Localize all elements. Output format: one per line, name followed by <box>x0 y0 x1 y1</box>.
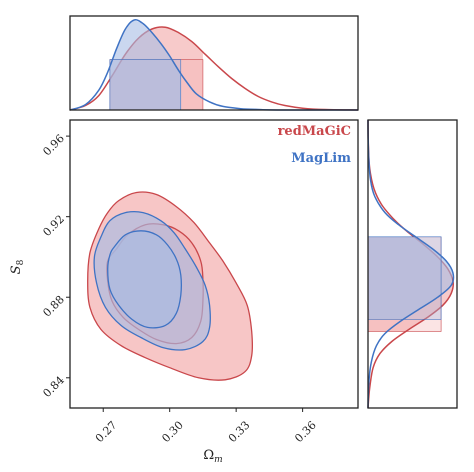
x-tick-label: 0.27 <box>93 419 120 446</box>
maglim-s8-interval <box>367 236 442 320</box>
s8-panel-frame <box>367 119 458 409</box>
x-tick-label: 0.36 <box>292 419 319 446</box>
omega-m-marginal-panel <box>69 15 359 111</box>
y-tick-label: 0.88 <box>40 293 67 320</box>
maglim-s8-curve <box>367 119 455 409</box>
x-tick-label: 0.33 <box>226 419 253 446</box>
legend-entry-redmagic: redMaGiC <box>278 124 351 139</box>
contour-panel: 0.27 0.30 0.33 0.36 0.84 0.88 0.92 0.96 <box>40 119 359 446</box>
maglim-omega-m-curve <box>69 19 359 111</box>
y-tick-label: 0.96 <box>40 132 67 159</box>
contour-panel-frame <box>69 119 359 409</box>
omega-m-panel-frame <box>69 15 359 111</box>
y-tick-label: 0.92 <box>40 212 67 239</box>
maglim-omega-m-68-band <box>109 20 181 111</box>
y-axis-label: S8 <box>9 259 26 274</box>
y-tick-label: 0.84 <box>40 374 67 401</box>
legend: redMaGiC MagLim <box>278 124 352 166</box>
maglim-s8-68-band <box>368 236 453 320</box>
x-tick-label: 0.30 <box>159 419 186 446</box>
s8-marginal-panel <box>367 119 458 409</box>
maglim-omega-m-interval <box>109 59 182 111</box>
maglim-contour-68 <box>107 230 182 329</box>
legend-entry-maglim: MagLim <box>291 151 351 166</box>
x-axis-label: Ωm <box>203 448 222 465</box>
